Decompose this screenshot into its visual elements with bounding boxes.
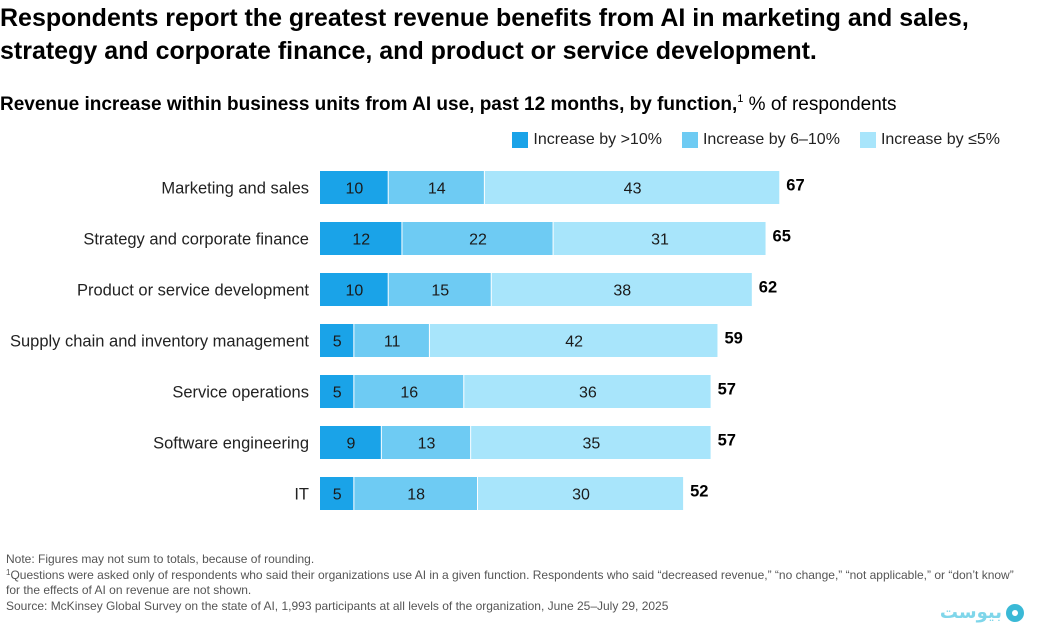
legend-label-le5: Increase by ≤5% xyxy=(880,131,1000,148)
data-label-strategy-and-corporate-finance-0: 12 xyxy=(352,232,370,249)
data-label-marketing-and-sales-2: 43 xyxy=(624,181,642,198)
bar-segment-software-engineering-1 xyxy=(381,426,471,459)
bar-segment-marketing-and-sales-2 xyxy=(484,171,780,204)
data-label-strategy-and-corporate-finance-2: 31 xyxy=(651,232,669,249)
legend-swatch-le5 xyxy=(859,132,876,148)
legend-item-6to10: Increase by 6–10% xyxy=(681,129,840,151)
legend-swatch-6to10 xyxy=(681,132,698,148)
legend: Increase by >10% Increase by 6–10% Incre… xyxy=(512,129,1000,151)
category-label-strategy-and-corporate-finance: Strategy and corporate finance xyxy=(83,231,309,249)
data-label-product-or-service-development-2: 38 xyxy=(613,283,631,300)
category-label-service-operations: Service operations xyxy=(172,384,309,402)
legend-label-gt10: Increase by >10% xyxy=(533,131,662,148)
bar-segment-product-or-service-development-1 xyxy=(388,273,491,306)
bar-segment-strategy-and-corporate-finance-1 xyxy=(402,222,553,255)
category-label-product-or-service-development: Product or service development xyxy=(77,282,309,300)
note-text: Note: Figures may not sum to totals, bec… xyxy=(6,552,315,566)
total-label-it: 52 xyxy=(690,483,708,501)
bar-segment-marketing-and-sales-1 xyxy=(388,171,484,204)
total-label-service-operations: 57 xyxy=(718,381,736,399)
source-text: Source: McKinsey Global Survey on the st… xyxy=(6,598,669,613)
data-label-it-1: 18 xyxy=(407,487,425,504)
subtitle-unit: % of respondents xyxy=(743,94,897,115)
chart-title: Respondents report the greatest revenue … xyxy=(0,4,969,65)
bar-segment-service-operations-2 xyxy=(464,375,711,408)
total-label-product-or-service-development: 62 xyxy=(759,279,777,297)
data-label-service-operations-0: 5 xyxy=(333,385,342,402)
bar-segment-supply-chain-and-inventory-management-2 xyxy=(429,324,718,357)
bar-segment-supply-chain-and-inventory-management-0 xyxy=(320,324,354,357)
bar-segment-strategy-and-corporate-finance-2 xyxy=(553,222,766,255)
footnote-text-mark: 1 xyxy=(6,567,11,577)
data-label-supply-chain-and-inventory-management-1: 11 xyxy=(384,334,401,351)
total-label-supply-chain-and-inventory-management: 59 xyxy=(724,330,742,348)
logo-text: بیوست xyxy=(939,602,1002,622)
total-label-software-engineering: 57 xyxy=(718,432,736,450)
footnote-text: 1Questions were asked only of respondent… xyxy=(6,568,1016,599)
bar-segment-software-engineering-2 xyxy=(471,426,711,459)
data-label-marketing-and-sales-0: 10 xyxy=(345,181,363,198)
bar-segment-it-2 xyxy=(478,477,684,510)
category-label-marketing-and-sales: Marketing and sales xyxy=(161,180,309,198)
bar-segment-marketing-and-sales-0 xyxy=(320,171,388,204)
total-label-marketing-and-sales: 67 xyxy=(786,177,804,195)
legend-item-gt10: Increase by >10% xyxy=(512,129,662,151)
bar-segment-software-engineering-0 xyxy=(320,426,381,459)
legend-swatch-gt10 xyxy=(512,132,529,148)
bar-segment-strategy-and-corporate-finance-0 xyxy=(320,222,402,255)
data-label-software-engineering-1: 13 xyxy=(418,436,436,453)
data-label-service-operations-1: 16 xyxy=(400,385,418,402)
category-label-software-engineering: Software engineering xyxy=(153,435,309,453)
data-label-it-2: 30 xyxy=(572,487,590,504)
data-label-supply-chain-and-inventory-management-2: 42 xyxy=(565,334,583,351)
data-label-marketing-and-sales-1: 14 xyxy=(428,181,446,198)
data-label-product-or-service-development-1: 15 xyxy=(431,283,449,300)
data-label-software-engineering-0: 9 xyxy=(346,436,355,453)
data-label-software-engineering-2: 35 xyxy=(582,436,600,453)
footnote-body: Questions were asked only of respondents… xyxy=(6,567,1014,598)
data-label-strategy-and-corporate-finance-1: 22 xyxy=(469,232,487,249)
bar-segment-product-or-service-development-0 xyxy=(320,273,388,306)
bar-segment-service-operations-0 xyxy=(320,375,354,408)
legend-label-6to10: Increase by 6–10% xyxy=(702,131,840,148)
bar-segment-supply-chain-and-inventory-management-1 xyxy=(354,324,429,357)
chart-notes: Note: Figures may not sum to totals, bec… xyxy=(6,552,1016,614)
data-label-service-operations-2: 36 xyxy=(579,385,597,402)
stacked-bar-chart: Marketing and sales 10 14 43 67 Strategy and … xyxy=(10,171,805,510)
data-label-it-0: 5 xyxy=(333,487,342,504)
category-label-it: IT xyxy=(294,486,309,504)
footnote-mark: 1 xyxy=(737,93,744,105)
subtitle-main: Revenue increase within business units f… xyxy=(0,94,738,115)
legend-item-le5: Increase by ≤5% xyxy=(859,129,1000,151)
bar-segment-service-operations-1 xyxy=(354,375,464,408)
bar-segment-it-1 xyxy=(354,477,478,510)
watermark-logo: بیوست xyxy=(940,602,1024,623)
bar-segment-it-0 xyxy=(320,477,354,510)
bar-segment-product-or-service-development-2 xyxy=(491,273,752,306)
total-label-strategy-and-corporate-finance: 65 xyxy=(773,228,791,246)
logo-mark-icon xyxy=(1006,603,1024,622)
data-label-product-or-service-development-0: 10 xyxy=(345,283,363,300)
data-label-supply-chain-and-inventory-management-0: 5 xyxy=(333,334,342,351)
category-label-supply-chain-and-inventory-management: Supply chain and inventory management xyxy=(10,333,309,351)
chart-subtitle: Revenue increase within business units f… xyxy=(0,92,897,118)
